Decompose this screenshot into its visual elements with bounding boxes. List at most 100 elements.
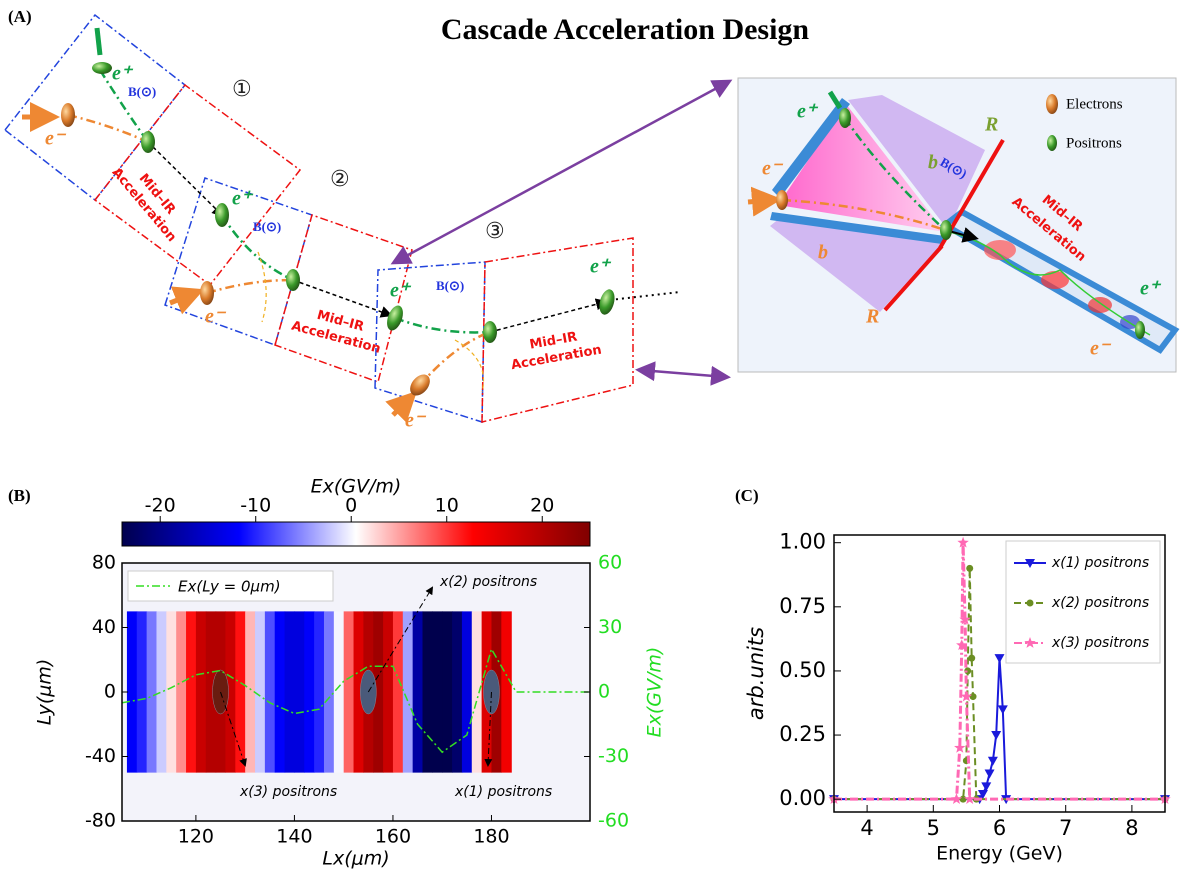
heatmap-cell <box>462 611 472 772</box>
x-tick-label: 4 <box>860 816 873 840</box>
colorbar-tick-label: -10 <box>240 495 271 517</box>
y-tick-label: -40 <box>85 745 116 767</box>
field-blob <box>984 240 1016 260</box>
positron-label: e⁺ <box>1140 278 1162 300</box>
injection-arrow <box>97 28 100 55</box>
electron-label: e⁻ <box>762 158 784 180</box>
heatmap-cell <box>265 611 275 772</box>
legend-label: x(1) positrons <box>1051 555 1149 571</box>
heatmap-cell <box>147 611 157 772</box>
annotation: x(2) positrons <box>439 574 537 590</box>
electron-path <box>207 280 293 293</box>
positron-label: e⁺ <box>390 280 412 302</box>
panel-label: (B) <box>8 486 31 505</box>
electron-label: e⁻ <box>405 410 427 432</box>
y-axis-label: Ly(μm) <box>34 659 56 726</box>
injection-arrow <box>170 293 195 303</box>
y2-tick-label: 60 <box>598 552 622 574</box>
data-point <box>1024 637 1035 648</box>
electron <box>200 281 214 305</box>
y-tick-label: 1.00 <box>779 530 826 554</box>
heatmap-cell <box>314 611 324 772</box>
x-axis-label: Lx(μm) <box>322 848 389 870</box>
y2-tick-label: 0 <box>598 681 610 703</box>
y2-tick-label: -30 <box>598 745 629 767</box>
electron-path <box>420 332 490 385</box>
positron-label: e⁺ <box>232 188 254 210</box>
data-point <box>991 731 1001 740</box>
x-tick-label: 8 <box>1125 816 1138 840</box>
positron <box>141 131 155 153</box>
positron <box>215 203 229 227</box>
positron <box>92 62 112 74</box>
positron <box>839 108 851 128</box>
positron <box>483 321 497 343</box>
beam-path <box>610 292 680 300</box>
x-tick-label: 180 <box>473 826 509 848</box>
data-point <box>1027 600 1034 607</box>
positron <box>940 220 952 240</box>
x-tick-label: 6 <box>993 816 1006 840</box>
positron <box>384 303 406 332</box>
x-tick-label: 120 <box>178 826 214 848</box>
legend-label: x(2) positrons <box>1051 595 1149 611</box>
heatmap-cell <box>403 611 413 772</box>
annotation: x(3) positrons <box>239 784 337 800</box>
beam-path <box>490 302 605 332</box>
x-tick-label: 7 <box>1059 816 1072 840</box>
y-tick-label: 0 <box>104 681 116 703</box>
y-tick-label: 40 <box>92 616 116 638</box>
inset: Electrons Positrons e⁺ e⁻ R R b b B(⊙) M… <box>738 78 1176 372</box>
data-point <box>960 796 967 803</box>
injection-arrow <box>748 200 772 202</box>
colorbar-tick-label: -20 <box>145 495 176 517</box>
acceleration-region <box>482 238 633 422</box>
heatmap-cell <box>196 611 206 772</box>
positron-label: e⁺ <box>797 101 819 123</box>
boundary-label: R <box>865 306 879 328</box>
zoom-arrow <box>640 370 726 377</box>
heatmap-cell <box>452 611 462 772</box>
colorbar <box>122 522 590 546</box>
y-tick-label: 0.75 <box>779 594 826 618</box>
figure: (A) Cascade Acceleration Design e⁺ B(⊙) … <box>0 0 1186 878</box>
heatmap-cell <box>275 611 285 772</box>
colorbar-label: Ex(GV/m) <box>311 476 402 498</box>
heatmap-cell <box>432 611 442 772</box>
y-tick-label: 0.50 <box>779 658 826 682</box>
y-axis-label: arb.units <box>744 627 768 720</box>
heatmap-cell <box>393 611 403 772</box>
electron <box>61 103 75 127</box>
heatmap-cell <box>344 611 354 772</box>
heatmap-cell <box>166 611 176 772</box>
diagram-title: Cascade Acceleration Design <box>441 13 810 46</box>
colorbar-tick-label: 0 <box>345 495 357 517</box>
data-point <box>964 793 975 804</box>
gap-label: b <box>818 242 828 264</box>
zoom-arrow <box>395 82 728 262</box>
stage-number: ② <box>330 167 350 192</box>
y-tick-label: -80 <box>85 810 116 832</box>
legend-label: Electrons <box>1066 96 1123 112</box>
field-region <box>5 15 185 200</box>
field-blob <box>1088 297 1112 313</box>
data-point <box>988 757 998 766</box>
positron <box>1135 321 1145 339</box>
panel-a: (A) Cascade Acceleration Design e⁺ B(⊙) … <box>5 7 1176 432</box>
heatmap-cell <box>324 611 334 772</box>
panel-label: (C) <box>735 486 759 505</box>
heatmap-cell <box>176 611 186 772</box>
annotation: x(1) positrons <box>454 784 552 800</box>
data-point <box>985 770 995 779</box>
deflected-path <box>455 340 483 392</box>
heatmap-cell <box>472 611 482 772</box>
field-label: B(⊙) <box>436 278 464 293</box>
heatmap-cell <box>334 611 344 772</box>
boundary-label: R <box>984 114 998 136</box>
y-tick-label: 0.00 <box>779 786 826 810</box>
field-label: B(⊙) <box>253 219 281 234</box>
heatmap-cell <box>255 611 265 772</box>
stage-number: ③ <box>485 219 505 244</box>
heatmap-cell <box>413 611 423 772</box>
data-point <box>998 705 1008 714</box>
